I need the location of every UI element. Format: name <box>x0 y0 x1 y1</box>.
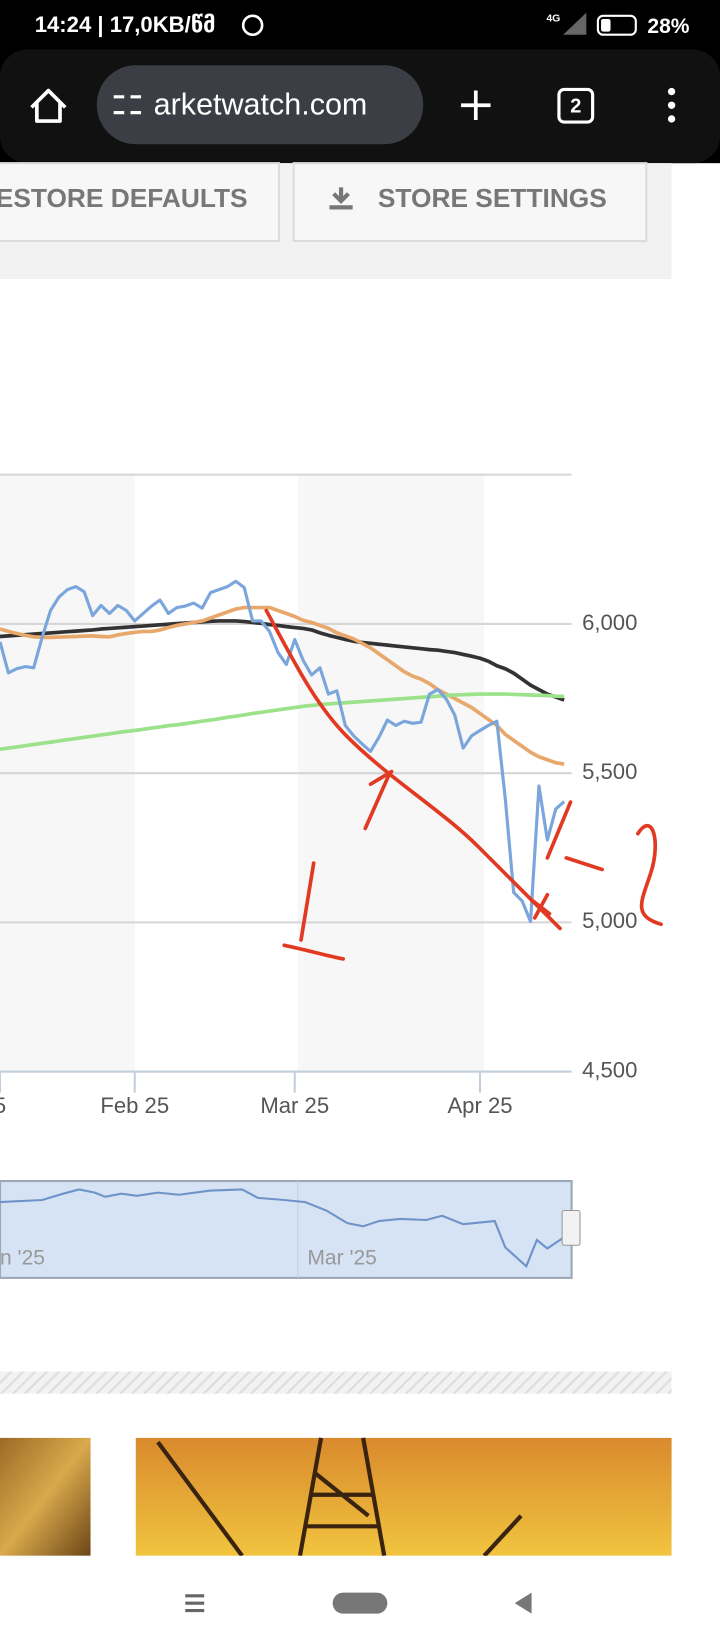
annotation-label: 1 <box>263 915 264 916</box>
menu-button[interactable] <box>667 87 676 123</box>
price-line <box>0 579 566 924</box>
price-line <box>0 619 565 702</box>
navigator-label: n '25 <box>0 1247 45 1270</box>
back-button[interactable] <box>514 1592 532 1614</box>
price-chart: 4,500 5,000 5,500 6,000 5 Feb 25 Mar 25 Apr 25 <box>0 579 637 1118</box>
recents-button[interactable] <box>185 1594 205 1613</box>
article-image[interactable] <box>135 1437 672 1556</box>
battery-percent: 28% <box>647 15 689 38</box>
y-tick-label: 6,000 <box>582 610 637 635</box>
alarm-icon <box>241 14 264 37</box>
x-tick-label: 5 <box>0 1093 6 1118</box>
annotation-label: 2 <box>626 883 627 884</box>
divider <box>0 1371 672 1394</box>
x-tick-label: Feb 25 <box>100 1093 169 1118</box>
url-bar[interactable] <box>96 65 424 145</box>
navigator[interactable] <box>0 1180 573 1279</box>
tabs-button[interactable] <box>557 87 595 124</box>
home-nav-button[interactable] <box>332 1592 388 1614</box>
download-icon[interactable] <box>329 187 353 210</box>
price-line <box>0 605 565 767</box>
battery-icon <box>596 14 637 36</box>
navigator-handle[interactable] <box>561 1210 581 1246</box>
price-line <box>0 692 565 752</box>
url-text[interactable]: arketwatch.com <box>154 87 368 121</box>
new-tab-button[interactable] <box>461 90 491 120</box>
status-time: 14:24 | 17,0KB/წმ <box>35 12 216 37</box>
signal-icon <box>563 12 587 35</box>
tab-count[interactable]: 2 <box>570 96 581 118</box>
x-tick-label: Mar 25 <box>260 1093 329 1118</box>
article-image[interactable] <box>0 1437 91 1556</box>
restore-defaults-button[interactable] <box>0 162 280 243</box>
hand-drawing <box>264 608 663 961</box>
network-type: 4G <box>546 13 560 25</box>
navigator-label: Mar '25 <box>307 1247 377 1270</box>
y-tick-label: 5,500 <box>582 759 637 784</box>
oil-rig <box>156 1437 523 1558</box>
home-button[interactable] <box>30 88 67 123</box>
restore-defaults-label[interactable]: ESTORE DEFAULTS <box>0 183 248 213</box>
store-settings-button[interactable] <box>292 162 648 243</box>
navigator-line <box>0 1188 564 1269</box>
x-tick-label: Apr 25 <box>447 1093 512 1118</box>
y-tick-label: 4,500 <box>582 1057 637 1082</box>
site-settings-icon[interactable] <box>113 95 142 115</box>
store-settings-label[interactable]: STORE SETTINGS <box>378 183 607 213</box>
y-tick-label: 5,000 <box>582 908 637 933</box>
battery-level <box>601 18 611 32</box>
